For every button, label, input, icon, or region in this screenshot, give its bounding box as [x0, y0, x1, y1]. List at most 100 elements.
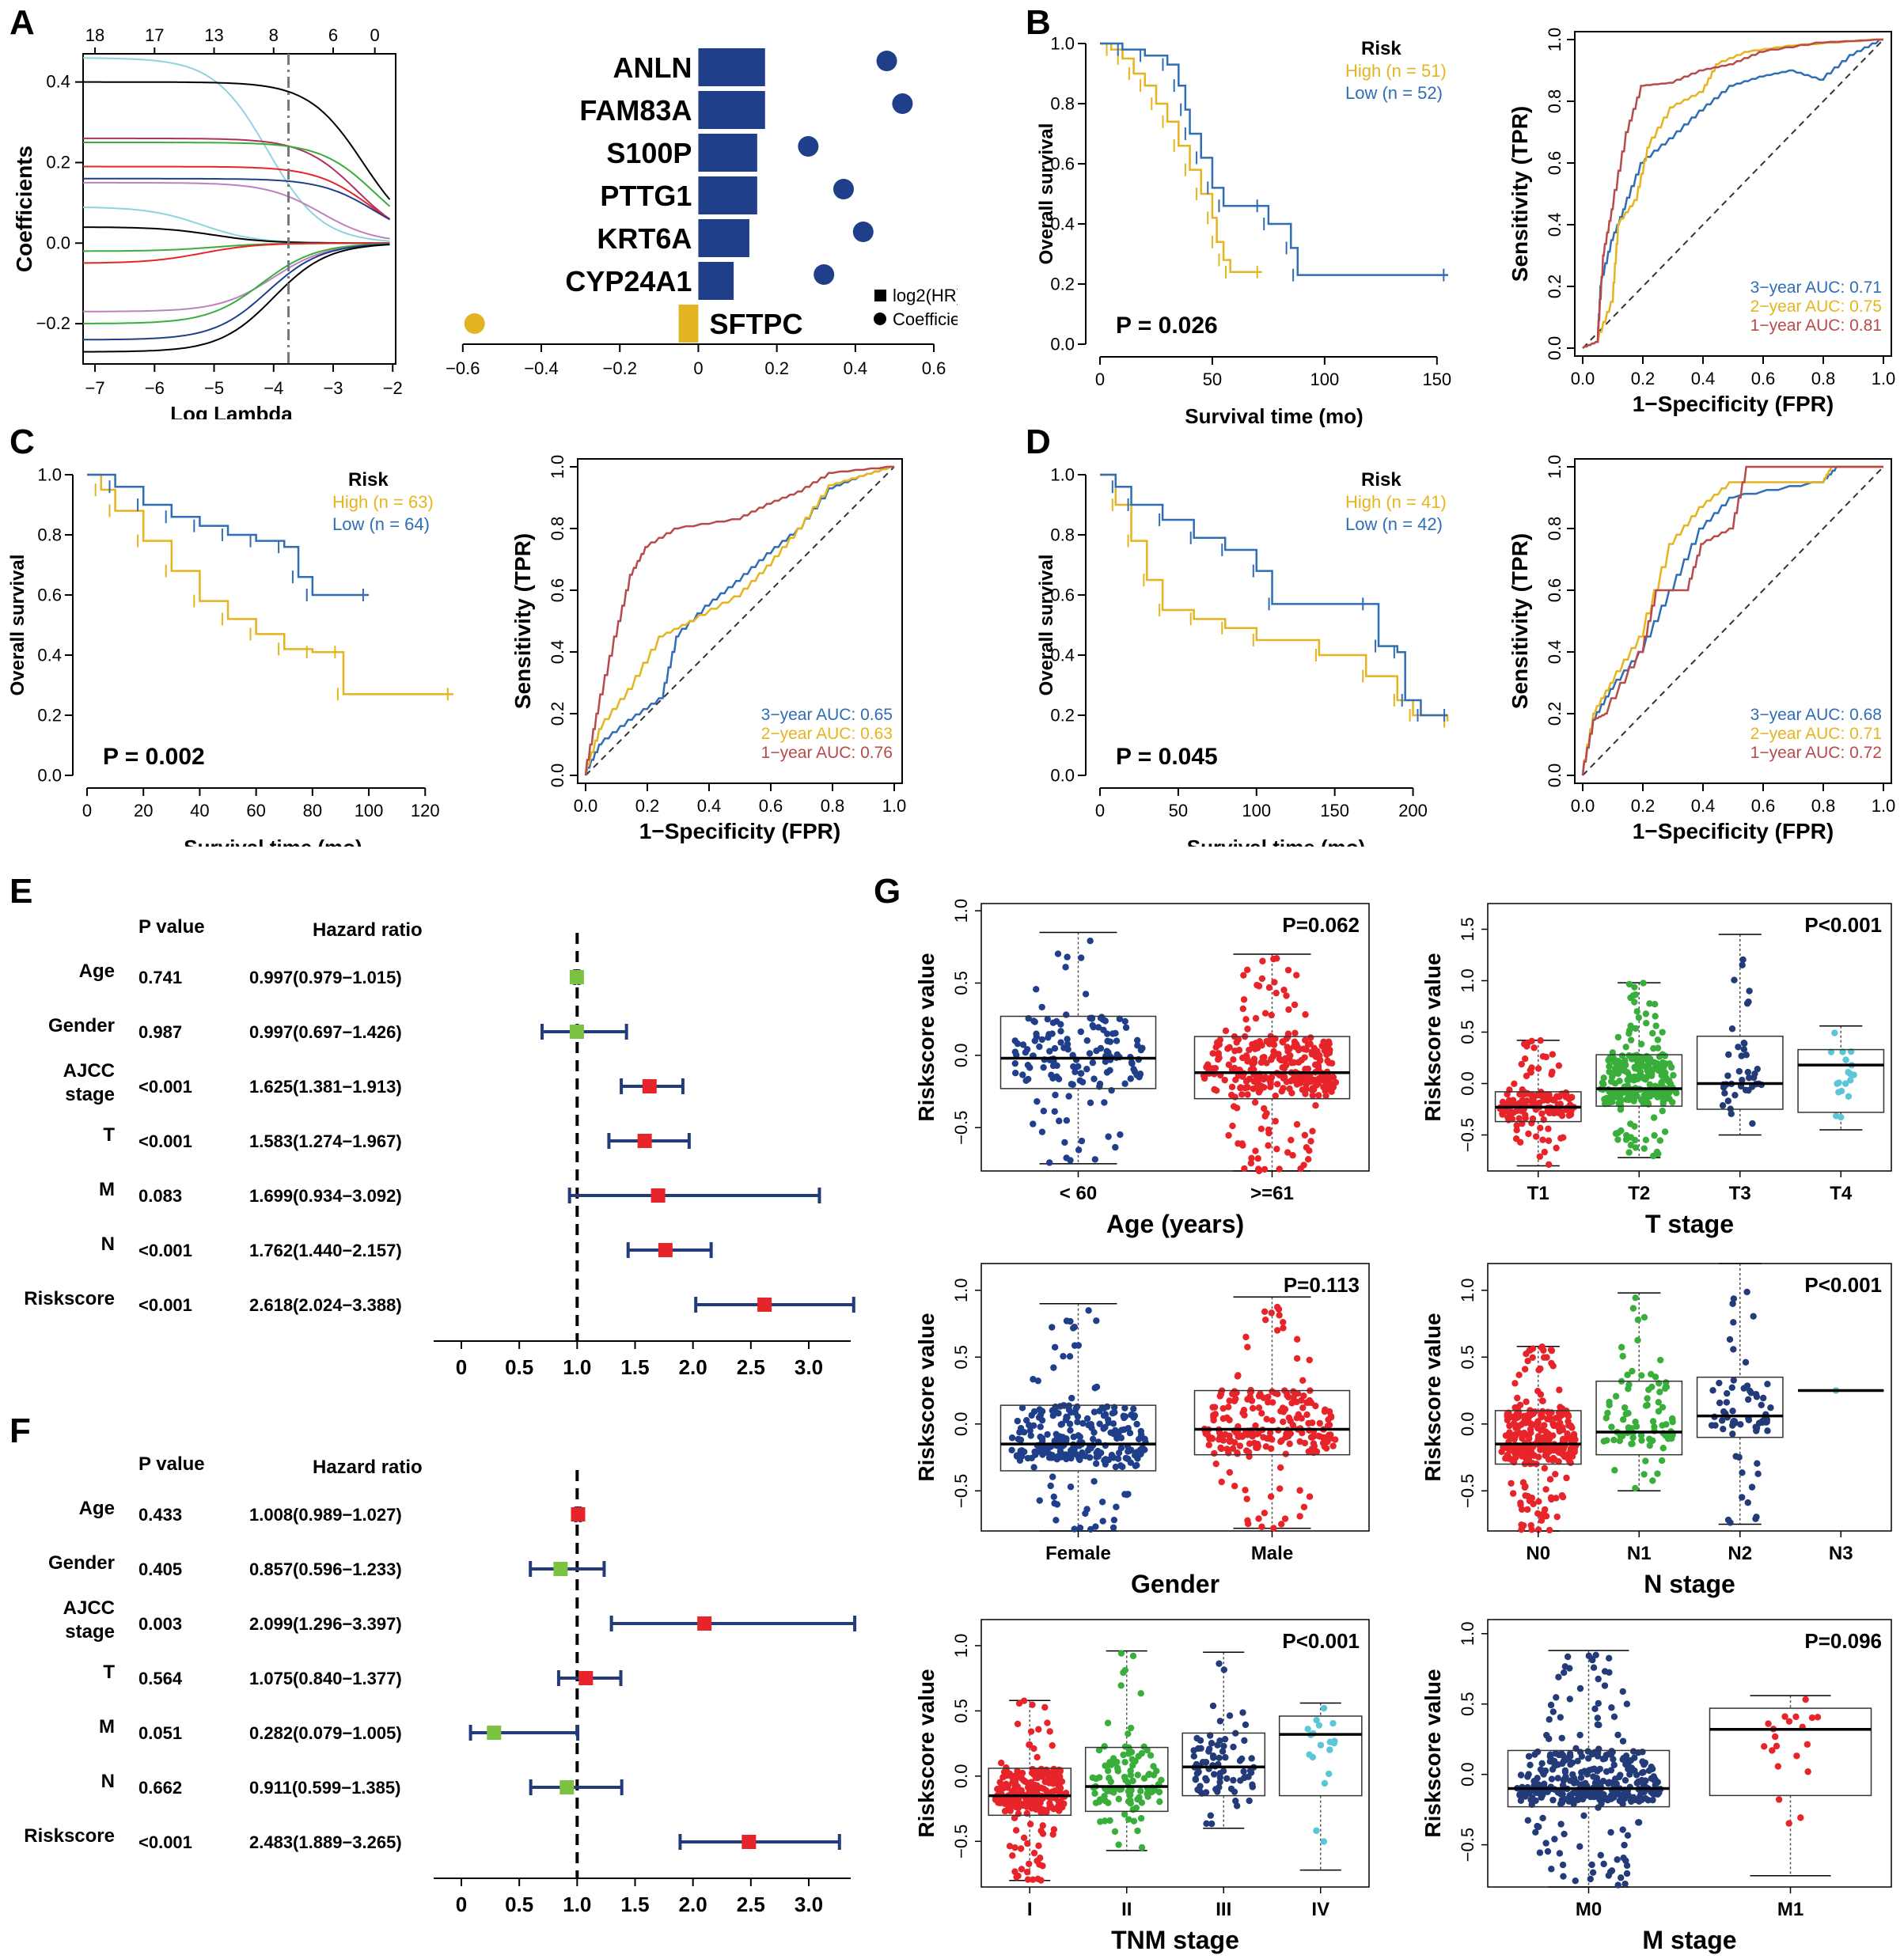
data-point: [1498, 1448, 1505, 1456]
data-point: [1132, 1757, 1139, 1765]
y-tick-label: 1.0: [951, 899, 971, 923]
data-point: [1728, 1025, 1736, 1033]
data-point: [1269, 1417, 1276, 1424]
data-point: [1767, 1404, 1774, 1411]
data-point: [1518, 1060, 1525, 1068]
y-tick-label: −0.5: [951, 1474, 971, 1508]
data-point: [1842, 1056, 1849, 1063]
x-tick-label: 0.5: [505, 1355, 533, 1379]
x-tick-label: 1.0: [563, 1893, 591, 1916]
data-point: [1526, 1435, 1533, 1442]
data-point: [1061, 1139, 1068, 1146]
data-point: [1140, 1743, 1147, 1750]
low-risk-curve: [87, 473, 370, 597]
x-tick-label: T1: [1527, 1183, 1549, 1204]
data-point: [1242, 1078, 1250, 1086]
data-point: [1112, 1029, 1119, 1037]
data-point: [1656, 1389, 1663, 1396]
data-point: [1605, 1056, 1612, 1064]
data-point: [1808, 1714, 1816, 1722]
data-point: [1632, 1025, 1640, 1033]
data-point: [1504, 1410, 1511, 1418]
data-point: [1308, 1434, 1315, 1441]
data-point: [1750, 1074, 1758, 1082]
data-point: [1559, 1861, 1567, 1869]
data-point: [1548, 1775, 1556, 1783]
data-point: [1239, 1709, 1246, 1716]
x-tick-label: 0.5: [505, 1893, 533, 1916]
x-tick-label: −6: [145, 378, 165, 398]
x-axis-title: 1−Specificity (FPR): [639, 819, 840, 843]
data-point: [1758, 1401, 1765, 1409]
data-point: [1534, 1510, 1542, 1518]
data-point: [1306, 1493, 1314, 1500]
x-tick-label: 3.0: [795, 1893, 823, 1916]
data-point: [1499, 1098, 1507, 1106]
data-point: [1112, 1143, 1119, 1151]
data-point: [1561, 1663, 1568, 1670]
data-point: [1529, 1354, 1536, 1362]
data-point: [1329, 1720, 1337, 1727]
data-point: [1313, 1716, 1320, 1724]
data-point: [1543, 1354, 1550, 1361]
data-point: [1729, 1430, 1736, 1438]
data-point: [1098, 1499, 1106, 1506]
data-point: [1327, 1434, 1334, 1442]
data-point: [1299, 1377, 1307, 1384]
data-point: [1221, 1735, 1229, 1743]
data-point: [1541, 1148, 1549, 1156]
data-point: [1230, 1743, 1237, 1751]
data-point: [1563, 1795, 1571, 1803]
data-point: [1753, 1514, 1760, 1521]
p-value: 0.051: [138, 1723, 182, 1743]
y-tick-label: 0.0: [951, 1044, 971, 1068]
data-point: [1227, 1437, 1235, 1444]
data-point: [1302, 1090, 1309, 1097]
data-point: [1216, 1754, 1223, 1762]
data-point: [1775, 1796, 1783, 1803]
data-point: [1515, 1115, 1523, 1122]
data-point: [1265, 983, 1273, 991]
data-point: [1121, 1758, 1128, 1766]
data-point: [1228, 1083, 1236, 1091]
hazard-ratio-text: 2.099(1.296−3.397): [249, 1614, 402, 1634]
data-point: [1595, 1675, 1602, 1683]
data-point: [1266, 1429, 1274, 1437]
y-tick-label: 0.0: [951, 1412, 971, 1437]
data-point: [1623, 1700, 1631, 1707]
data-point: [1272, 1117, 1279, 1125]
x-tick-label: 60: [246, 801, 265, 820]
data-point: [1193, 1770, 1201, 1777]
y-axis-title: Overall survival: [7, 555, 28, 696]
data-point: [1322, 1092, 1329, 1100]
data-point: [1254, 1430, 1261, 1438]
x-tick-label: −4: [264, 378, 283, 398]
data-point: [1721, 1089, 1728, 1097]
data-point: [1522, 1483, 1529, 1490]
data-point: [1509, 1097, 1517, 1104]
data-point: [1053, 1517, 1060, 1524]
data-point: [1324, 1057, 1331, 1065]
top-tick-label: 18: [85, 25, 104, 45]
coefficient-dot: [814, 264, 835, 285]
data-point: [1614, 1136, 1621, 1143]
data-point: [1133, 1036, 1141, 1044]
data-point: [1276, 1485, 1284, 1492]
variable-label: Gender: [48, 1015, 115, 1036]
data-point: [1724, 1516, 1732, 1524]
coefficient-path: [83, 81, 391, 200]
data-point: [1513, 1122, 1520, 1129]
data-point: [1064, 1040, 1071, 1048]
x-tick-label: 0.6: [922, 358, 946, 378]
data-point: [1602, 1094, 1610, 1102]
data-point: [1280, 1065, 1288, 1072]
data-point: [1542, 1512, 1549, 1520]
data-point: [1605, 1751, 1612, 1758]
data-point: [1211, 1449, 1218, 1457]
data-point: [1326, 1770, 1333, 1778]
data-point: [1046, 1048, 1053, 1055]
data-point: [1301, 1054, 1308, 1061]
data-point: [1249, 1783, 1257, 1790]
x-tick-label: 100: [1242, 801, 1271, 820]
data-point: [1025, 1860, 1033, 1867]
